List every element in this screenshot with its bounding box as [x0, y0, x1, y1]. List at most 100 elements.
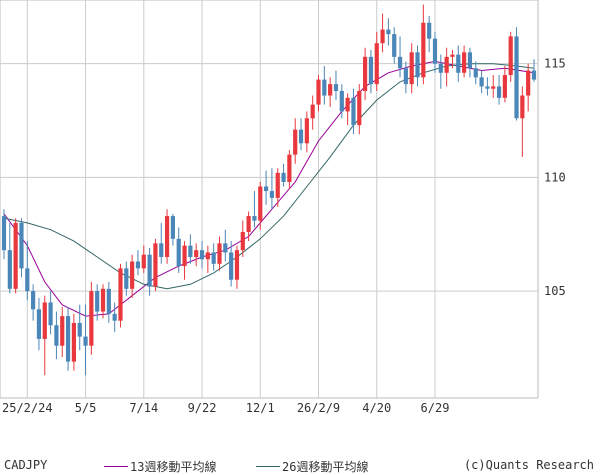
candle-body [526, 70, 531, 96]
candle-body [60, 316, 65, 346]
candle-body [269, 191, 275, 198]
candlestick-chart: 105 110 115 25/2/24 5/5 7/14 9/22 12/1 26/2/9 4/… [0, 0, 566, 415]
candle-body [112, 313, 117, 321]
candle-body [281, 172, 286, 182]
candle-body [124, 268, 129, 289]
candle-body [83, 336, 88, 346]
candle-body [310, 104, 315, 119]
candle-body [7, 250, 12, 289]
candle-body [223, 243, 228, 253]
candle-body [450, 54, 455, 57]
candle-body [345, 97, 350, 112]
candle-body [229, 252, 234, 280]
pair-label: CADJPY [4, 458, 48, 472]
candle-body [71, 322, 76, 362]
candle-body [374, 43, 379, 85]
candle-body [77, 322, 82, 337]
candle-body [25, 268, 30, 292]
copyright-text: (c)Quants Research [463, 458, 594, 472]
candle-body [403, 68, 408, 85]
candle-body [100, 288, 106, 312]
candle-body [234, 250, 240, 280]
candle-body [298, 129, 304, 144]
legend-label-13w: 13週移動平均線 [130, 460, 217, 474]
candle-body [287, 154, 292, 182]
candle-body [246, 216, 251, 232]
y-tick-label: 110 [544, 170, 566, 184]
candle-body [415, 52, 420, 78]
candle-body [438, 63, 443, 73]
chart-footer: CADJPY 13週移動平均線 26週移動平均線 (c)Quants Resea… [0, 452, 600, 474]
candle-body [514, 36, 519, 119]
x-axis-ticks: 25/2/24 5/5 7/14 9/22 12/1 26/2/9 4/20 6/29 [2, 401, 449, 415]
ma-26w-line [3, 63, 535, 290]
candle-body [444, 56, 449, 73]
candle-body [164, 216, 170, 257]
candle-body [42, 302, 47, 339]
candle-body [380, 29, 385, 44]
legend-label-26w: 26週移動平均線 [282, 460, 369, 474]
candle-body [275, 172, 280, 198]
candle-body [316, 79, 321, 105]
candle-body [357, 90, 362, 126]
x-tick-label: 25/2/24 [2, 401, 53, 415]
x-tick-label: 7/14 [129, 401, 158, 415]
candle-body [508, 36, 513, 76]
candle-body [456, 54, 461, 73]
candle-body [13, 222, 18, 289]
candle-body [141, 254, 146, 269]
candle-body [89, 291, 94, 346]
x-tick-label: 12/1 [246, 401, 275, 415]
candle-body [188, 245, 193, 257]
x-tick-label: 9/22 [188, 401, 217, 415]
candle-body [520, 95, 525, 119]
candle-body [205, 252, 210, 260]
candle-body [432, 38, 438, 64]
candle-body [502, 75, 507, 98]
legend-line-13w [104, 466, 128, 467]
candle-body [170, 216, 175, 239]
x-tick-label: 4/20 [362, 401, 391, 415]
x-tick-label: 6/29 [421, 401, 450, 415]
candle-body [252, 216, 257, 221]
candle-body [386, 29, 391, 35]
candle-body [479, 77, 484, 87]
candle-body [409, 52, 414, 85]
candle-body [211, 252, 216, 264]
candle-body [199, 250, 205, 260]
candle-body [95, 291, 100, 312]
candle-body [473, 68, 478, 78]
candle-body [351, 97, 356, 126]
candle-body [427, 22, 432, 39]
candle-body [194, 250, 199, 257]
candle-body [54, 325, 59, 346]
candle-body [147, 254, 152, 287]
x-tick-label: 26/2/9 [297, 401, 340, 415]
candle-body [135, 261, 141, 269]
candle-body [65, 316, 71, 362]
legend-line-26w [256, 466, 280, 467]
candle-body [392, 34, 397, 57]
candle-body [333, 84, 339, 91]
candle-body [176, 238, 181, 267]
x-tick-label: 5/5 [75, 401, 97, 415]
candle-body [258, 186, 263, 221]
candle-body [217, 243, 222, 264]
candle-body [36, 309, 42, 339]
candle-body [496, 86, 502, 98]
candle-body [485, 86, 490, 89]
candle-body [130, 261, 135, 289]
candle-body [182, 245, 187, 267]
y-axis-ticks: 105 110 115 [544, 57, 566, 298]
candle-body [462, 52, 467, 73]
candle-body [397, 56, 403, 69]
candle-body [240, 231, 245, 251]
candle-body [263, 186, 269, 192]
candle-body [153, 243, 158, 287]
candle-body [31, 291, 36, 310]
candle-body [159, 243, 164, 257]
y-tick-label: 115 [544, 57, 566, 71]
candle-body [328, 84, 333, 96]
candle-body [1, 216, 7, 251]
candle-body [118, 268, 123, 321]
